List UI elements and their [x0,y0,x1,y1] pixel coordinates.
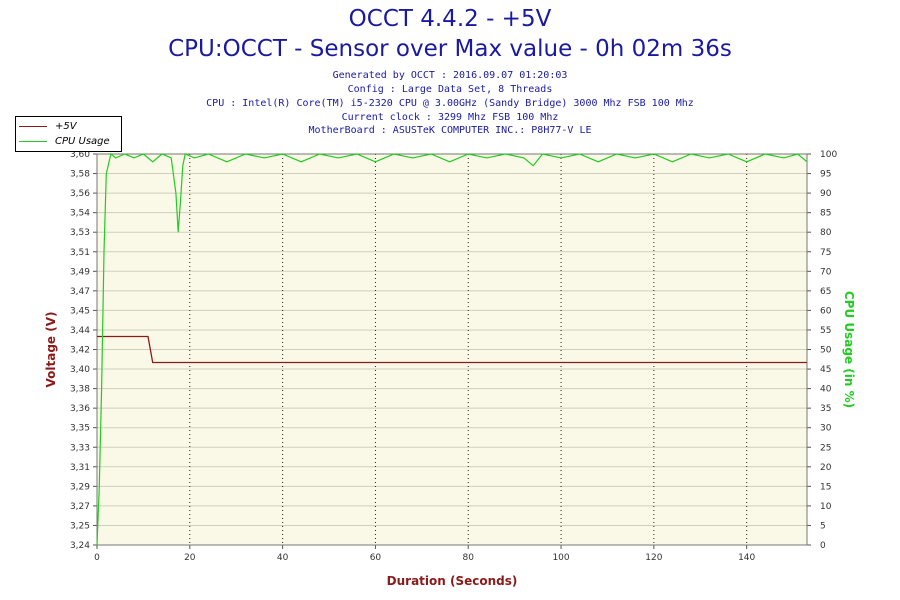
y-right-tick-label: 15 [820,482,831,492]
y-left-tick-label: 3,47 [70,287,90,297]
x-tick-label: 140 [738,553,755,563]
y-axis-right-label: CPU Usage (in %) [842,291,856,408]
y-right-tick-label: 10 [820,502,832,512]
y-left-tick-label: 3,60 [70,150,90,160]
series-line-cpu [96,152,808,546]
y-axis-left-label: Voltage (V) [44,312,58,388]
info-motherboard: MotherBoard : ASUSTeK COMPUTER INC.: P8H… [308,125,592,136]
y-left-tick-label: 3,25 [70,521,90,531]
chart-subtitle: CPU:OCCT - Sensor over Max value - 0h 02… [168,36,732,62]
y-right-tick-label: 90 [820,189,832,199]
chart-title: OCCT 4.4.2 - +5V [348,6,552,32]
y-left-tick-label: 3,58 [70,170,90,180]
y-left-tick-label: 3,56 [70,189,90,199]
y-right-tick-label: 30 [820,424,832,434]
info-clock: Current clock : 3299 Mhz FSB 100 Mhz [341,112,559,123]
x-axis-label: Duration (Seconds) [387,574,518,588]
y-right-tick-label: 75 [820,248,831,258]
legend-label-cpu: CPU Usage [55,135,110,147]
x-tick-label: 60 [370,553,382,563]
x-tick-label: 80 [463,553,475,563]
y-left-tick-label: 3,42 [70,346,90,356]
y-left-tick-label: 3,27 [70,502,90,512]
y-left-tick-label: 3,36 [70,404,90,414]
y-left-tick-label: 3,44 [70,326,90,336]
y-right-tick-label: 85 [820,209,831,219]
legend-item-voltage: +5V [19,119,77,133]
y-right-tick-label: 80 [820,228,832,238]
info-generated: Generated by OCCT : 2016.09.07 01:20:03 [332,70,568,81]
y-right-tick-label: 0 [820,541,826,551]
y-right-tick-label: 50 [820,346,832,356]
x-tick-label: 20 [184,553,196,563]
y-right-tick-label: 25 [820,443,831,453]
y-right-tick-label: 20 [820,463,832,473]
y-left-tick-label: 3,54 [70,209,90,219]
y-left-tick-label: 3,31 [70,463,90,473]
x-tick-label: 0 [94,553,100,563]
y-right-tick-label: 35 [820,404,831,414]
info-cpu: CPU : Intel(R) Core(TM) i5-2320 CPU @ 3.… [206,98,694,109]
y-right-tick-label: 95 [820,170,831,180]
y-left-tick-label: 3,35 [70,424,90,434]
y-left-tick-label: 3,51 [70,248,90,258]
y-right-tick-label: 70 [820,267,832,277]
y-left-tick-label: 3,45 [70,306,90,316]
y-left-tick-label: 3,40 [70,365,90,375]
y-left-tick-label: 3,33 [70,443,90,453]
info-config: Config : Large Data Set, 8 Threads [347,84,553,95]
y-right-tick-label: 55 [820,326,831,336]
y-right-tick-label: 100 [820,150,837,160]
chart-legend: +5V CPU Usage [15,116,122,152]
x-tick-label: 40 [277,553,289,563]
series-line-voltage [97,335,807,364]
y-left-tick-label: 3,53 [70,228,90,238]
legend-item-cpu: CPU Usage [19,134,110,148]
legend-swatch-cpu [19,140,47,142]
y-left-tick-label: 3,38 [70,385,90,395]
y-right-tick-label: 60 [820,306,832,316]
y-right-tick-label: 45 [820,365,831,375]
legend-swatch-voltage [19,125,47,127]
y-left-tick-label: 3,29 [70,482,90,492]
plot-border [96,153,808,546]
y-right-tick-label: 65 [820,287,831,297]
x-tick-label: 100 [552,553,569,563]
x-tick-label: 120 [645,553,662,563]
y-left-tick-label: 3,24 [70,541,90,551]
y-left-tick-label: 3,49 [70,267,90,277]
legend-label-voltage: +5V [55,120,77,132]
y-right-tick-label: 40 [820,385,832,395]
y-right-tick-label: 5 [820,521,826,531]
